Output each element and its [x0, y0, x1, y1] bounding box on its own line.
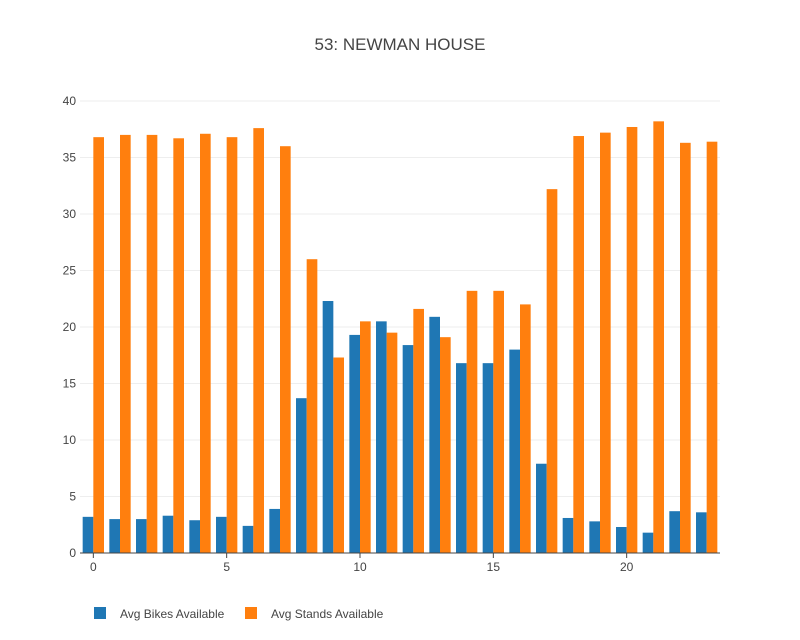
- y-tick-label: 40: [63, 94, 77, 108]
- x-tick-label: 10: [353, 560, 367, 574]
- y-tick-label: 30: [63, 207, 77, 221]
- bar-bikes-22[interactable]: [669, 511, 680, 553]
- bar-bikes-20[interactable]: [616, 527, 627, 553]
- bar-stands-6[interactable]: [253, 128, 264, 553]
- x-tick-label: 15: [487, 560, 501, 574]
- bar-bikes-3[interactable]: [162, 515, 174, 553]
- bar-stands-2[interactable]: [146, 134, 158, 553]
- bar-bikes-16[interactable]: [509, 349, 520, 553]
- bar-stands-21[interactable]: [653, 121, 664, 553]
- y-tick-label: 5: [69, 490, 76, 504]
- legend-swatch-bikes[interactable]: [94, 607, 106, 619]
- bars: [82, 121, 718, 554]
- bar-stands-15[interactable]: [493, 290, 504, 553]
- y-tick-label: 25: [63, 264, 77, 278]
- legend-swatch-stands[interactable]: [245, 607, 257, 619]
- bar-bikes-14[interactable]: [456, 363, 467, 553]
- grid-lines: [80, 100, 720, 497]
- bar-bikes-18[interactable]: [562, 517, 574, 553]
- bar-stands-7[interactable]: [280, 146, 291, 553]
- bar-stands-0[interactable]: [93, 137, 104, 553]
- bar-stands-20[interactable]: [626, 126, 638, 554]
- bar-stands-3[interactable]: [173, 138, 184, 554]
- bar-stands-23[interactable]: [706, 141, 718, 553]
- bar-stands-5[interactable]: [226, 137, 238, 553]
- y-tick-label: 15: [63, 377, 77, 391]
- bar-bikes-2[interactable]: [136, 519, 147, 553]
- y-tick-label: 35: [63, 151, 77, 165]
- bar-stands-11[interactable]: [386, 332, 398, 553]
- bar-stands-17[interactable]: [546, 189, 558, 553]
- y-tick-label: 20: [63, 320, 77, 334]
- bar-stands-22[interactable]: [680, 142, 691, 553]
- chart-title: 53: NEWMAN HOUSE: [315, 35, 486, 54]
- bar-stands-13[interactable]: [440, 337, 451, 553]
- bar-stands-14[interactable]: [466, 290, 478, 553]
- legend-label-bikes[interactable]: Avg Bikes Available: [120, 607, 225, 621]
- bar-stands-16[interactable]: [520, 304, 531, 553]
- bar-bikes-19[interactable]: [589, 521, 600, 553]
- bar-stands-8[interactable]: [306, 259, 318, 553]
- bar-bikes-0[interactable]: [82, 516, 94, 553]
- bar-bikes-17[interactable]: [536, 463, 547, 553]
- legend-label-stands[interactable]: Avg Stands Available: [271, 607, 384, 621]
- bar-bikes-12[interactable]: [402, 345, 414, 553]
- bar-stands-12[interactable]: [413, 308, 424, 553]
- bar-bikes-6[interactable]: [242, 525, 254, 553]
- bar-bikes-1[interactable]: [109, 519, 120, 553]
- bar-bikes-23[interactable]: [696, 512, 707, 553]
- bar-bikes-11[interactable]: [376, 321, 387, 553]
- bar-stands-9[interactable]: [333, 357, 344, 553]
- bar-stands-10[interactable]: [360, 321, 371, 553]
- legend: Avg Bikes Available Avg Stands Available: [94, 607, 384, 621]
- bar-bikes-21[interactable]: [642, 532, 654, 553]
- bar-bikes-5[interactable]: [216, 516, 227, 553]
- bar-stands-19[interactable]: [600, 132, 611, 553]
- axes: 0 5 10 15 20 25 30 35 40 0 5 10 15 20: [63, 94, 720, 574]
- bar-bikes-8[interactable]: [296, 398, 307, 553]
- x-tick-label: 0: [90, 560, 97, 574]
- bar-bikes-13[interactable]: [429, 316, 440, 553]
- bar-bikes-9[interactable]: [322, 301, 334, 553]
- x-tick-label: 20: [620, 560, 634, 574]
- bar-bikes-4[interactable]: [189, 520, 200, 553]
- y-tick-label: 10: [63, 433, 77, 447]
- bar-bikes-10[interactable]: [349, 334, 360, 553]
- x-tick-label: 5: [223, 560, 230, 574]
- bar-bikes-15[interactable]: [482, 363, 494, 553]
- bar-bikes-7[interactable]: [269, 508, 280, 553]
- bar-stands-18[interactable]: [573, 136, 584, 553]
- y-tick-label: 0: [69, 546, 76, 560]
- bar-stands-4[interactable]: [200, 133, 211, 553]
- bar-stands-1[interactable]: [120, 134, 131, 553]
